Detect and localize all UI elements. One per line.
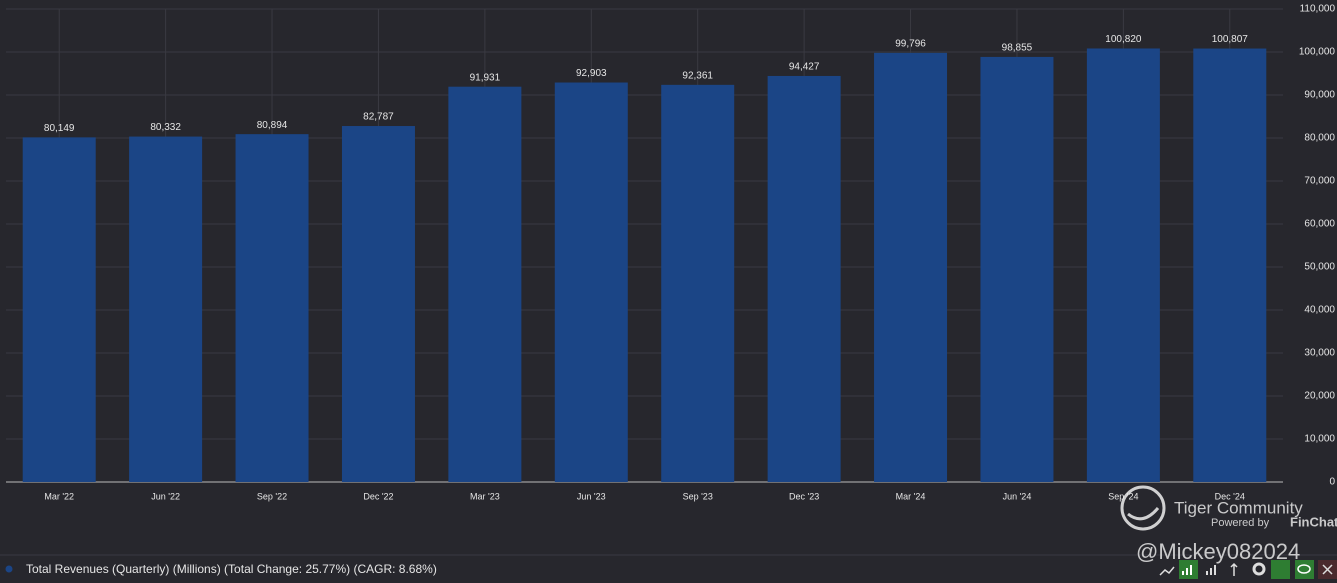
- tool-icon[interactable]: [1252, 562, 1266, 576]
- tool-icon: [1322, 564, 1333, 575]
- watermark-title: Tiger Community: [1174, 498, 1303, 517]
- bar: [129, 136, 203, 483]
- y-tick-label: 110,000: [1300, 4, 1336, 15]
- x-tick-label: Mar '23: [470, 491, 500, 501]
- value-label: 80,149: [44, 123, 75, 134]
- tool-icon: [1297, 564, 1311, 574]
- x-tick-label: Mar '24: [896, 491, 926, 501]
- bar: [22, 137, 96, 482]
- bar: [661, 84, 735, 482]
- bar: [1086, 48, 1160, 482]
- y-tick-label: 20,000: [1304, 391, 1335, 402]
- tool-icon[interactable]: [1159, 566, 1175, 576]
- x-tick-label: Dec '22: [363, 491, 393, 501]
- bar: [235, 134, 309, 482]
- x-tick-label: Sep '22: [257, 491, 287, 501]
- legend-marker: [5, 565, 13, 573]
- x-tick-label: Sep '24: [1108, 491, 1138, 501]
- x-tick-label: Dec '23: [789, 491, 819, 501]
- tool-icon[interactable]: [1230, 562, 1238, 576]
- value-label: 91,931: [470, 72, 501, 83]
- x-tick-label: Jun '24: [1003, 491, 1032, 501]
- y-tick-label: 10,000: [1304, 434, 1335, 445]
- bar: [341, 126, 415, 482]
- bar: [1193, 48, 1267, 482]
- bar: [448, 86, 522, 482]
- watermark-powered: Powered by: [1211, 517, 1270, 529]
- y-tick-label: 70,000: [1304, 176, 1335, 187]
- value-label: 100,807: [1212, 34, 1249, 45]
- tool-button[interactable]: [1179, 560, 1198, 579]
- value-label: 80,332: [150, 122, 181, 133]
- bar: [767, 75, 841, 482]
- x-tick-label: Jun '23: [577, 491, 606, 501]
- bar: [554, 82, 628, 483]
- bar: [980, 56, 1054, 483]
- tool-button[interactable]: [1271, 560, 1290, 579]
- y-tick-label: 0: [1329, 477, 1335, 488]
- x-tick-label: Jun '22: [151, 491, 180, 501]
- watermark-handle: @Mickey082024: [1136, 539, 1300, 564]
- value-label: 92,361: [682, 70, 713, 81]
- tool-button[interactable]: [1295, 560, 1314, 579]
- y-tick-label: 80,000: [1304, 133, 1335, 144]
- y-tick-label: 30,000: [1304, 348, 1335, 359]
- value-label: 100,820: [1105, 34, 1142, 45]
- x-tick-label: Sep '23: [683, 491, 713, 501]
- watermark-logo: [1127, 507, 1160, 521]
- watermark-brand: FinChat: [1290, 514, 1337, 529]
- value-label: 94,427: [789, 62, 820, 73]
- x-tick-label: Mar '22: [44, 491, 74, 501]
- value-label: 92,903: [576, 68, 607, 79]
- y-tick-label: 50,000: [1304, 262, 1335, 273]
- tool-icon[interactable]: [1206, 565, 1216, 575]
- y-tick-label: 90,000: [1304, 90, 1335, 101]
- value-label: 82,787: [363, 112, 394, 123]
- value-label: 99,796: [895, 39, 926, 50]
- bar: [874, 52, 948, 483]
- tool-icon: [1182, 565, 1192, 575]
- y-tick-label: 60,000: [1304, 219, 1335, 230]
- x-tick-label: Dec '24: [1215, 491, 1245, 501]
- watermark-logo: [1120, 485, 1166, 531]
- y-tick-label: 40,000: [1304, 305, 1335, 316]
- legend-label: Total Revenues (Quarterly) (Millions) (T…: [26, 562, 437, 576]
- y-tick-label: 100,000: [1299, 47, 1336, 58]
- watermark: Tiger Community Powered by FinChat @Mick…: [1120, 485, 1337, 564]
- toolbar: [1159, 560, 1337, 579]
- value-label: 98,855: [1002, 43, 1033, 54]
- plot-area: 0 10,000 20,000 30,000 40,000 50,000 60,000 70,…: [6, 4, 1336, 501]
- value-label: 80,894: [257, 120, 288, 131]
